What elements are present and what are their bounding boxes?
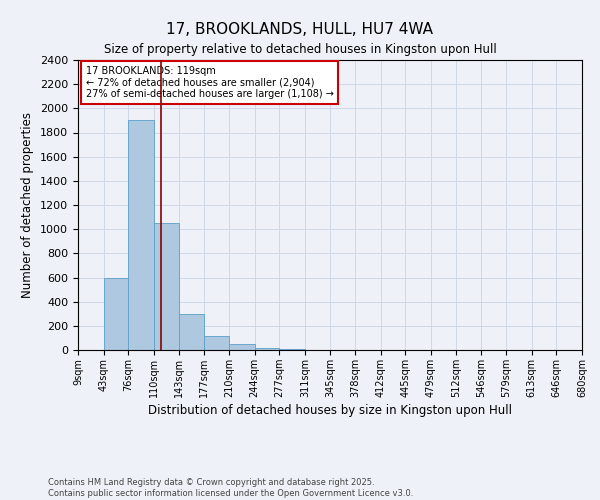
X-axis label: Distribution of detached houses by size in Kingston upon Hull: Distribution of detached houses by size …: [148, 404, 512, 417]
Text: Contains HM Land Registry data © Crown copyright and database right 2025.
Contai: Contains HM Land Registry data © Crown c…: [48, 478, 413, 498]
Bar: [229, 344, 254, 350]
Text: 17, BROOKLANDS, HULL, HU7 4WA: 17, BROOKLANDS, HULL, HU7 4WA: [167, 22, 433, 38]
Bar: [128, 120, 154, 350]
Bar: [104, 278, 128, 350]
Bar: [179, 314, 204, 350]
Bar: [279, 349, 305, 350]
Text: 17 BROOKLANDS: 119sqm
← 72% of detached houses are smaller (2,904)
27% of semi-d: 17 BROOKLANDS: 119sqm ← 72% of detached …: [86, 66, 334, 99]
Bar: [254, 348, 279, 350]
Y-axis label: Number of detached properties: Number of detached properties: [22, 112, 34, 298]
Bar: [154, 223, 179, 350]
Text: Size of property relative to detached houses in Kingston upon Hull: Size of property relative to detached ho…: [104, 42, 496, 56]
Bar: [204, 336, 229, 350]
